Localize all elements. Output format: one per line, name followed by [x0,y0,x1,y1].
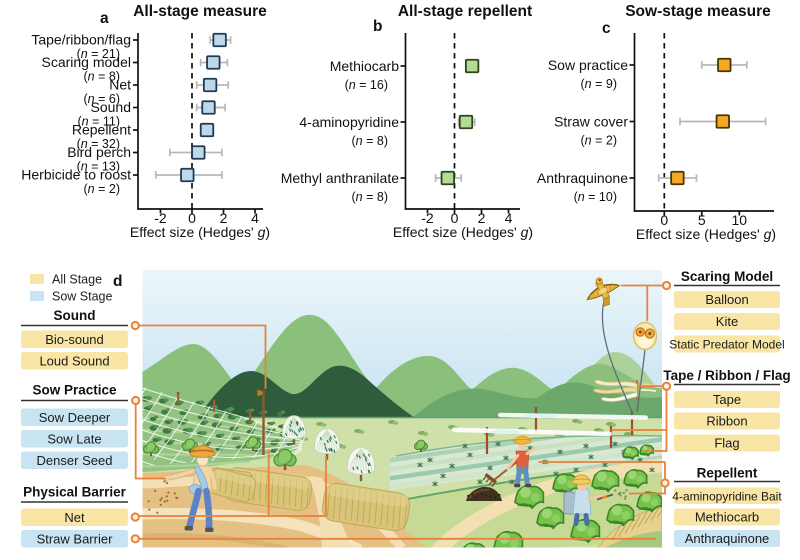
svg-text:Sound: Sound [91,99,131,115]
svg-text:Effect size (Hedges' g): Effect size (Hedges' g) [130,224,270,240]
svg-text:-2: -2 [421,210,434,226]
svg-text:Physical Barrier: Physical Barrier [23,485,127,500]
svg-text:Straw Barrier: Straw Barrier [37,531,114,546]
svg-text:Net: Net [109,77,131,93]
svg-text:Bio-sound: Bio-sound [45,332,104,347]
svg-text:10: 10 [732,212,748,228]
svg-text:(n = 2): (n = 2) [581,134,618,148]
svg-text:Flag: Flag [714,436,739,451]
svg-text:(n = 8): (n = 8) [84,70,121,84]
svg-text:Scaring model: Scaring model [42,54,132,70]
svg-text:0: 0 [188,210,196,226]
svg-text:(n = 13): (n = 13) [77,160,120,174]
svg-text:Scaring Model: Scaring Model [681,269,773,284]
svg-text:Sow Deeper: Sow Deeper [39,410,111,425]
svg-text:(n = 16): (n = 16) [345,78,388,92]
svg-text:Sow Practice: Sow Practice [32,383,117,398]
svg-text:4: 4 [505,210,513,226]
svg-text:0: 0 [451,210,459,226]
svg-text:Methiocarb: Methiocarb [330,58,399,74]
svg-text:Straw cover: Straw cover [554,114,628,130]
svg-text:All-stage repellent: All-stage repellent [398,3,532,20]
svg-text:4: 4 [251,210,259,226]
svg-text:(n = 32): (n = 32) [77,137,120,151]
svg-text:Sow practice: Sow practice [548,57,628,73]
svg-text:All Stage: All Stage [52,273,102,287]
svg-text:Denser Seed: Denser Seed [37,453,113,468]
svg-text:(n = 8): (n = 8) [352,190,389,204]
svg-text:a: a [100,10,109,27]
svg-text:(n = 2): (n = 2) [84,182,121,196]
svg-text:Sound: Sound [54,308,96,323]
svg-text:Anthraquinone: Anthraquinone [685,531,770,546]
svg-text:Balloon: Balloon [705,292,748,307]
svg-text:Loud Sound: Loud Sound [39,353,109,368]
svg-text:All-stage measure: All-stage measure [133,3,267,20]
svg-text:(n = 9): (n = 9) [581,77,618,91]
svg-text:Repellent: Repellent [697,466,758,481]
svg-text:-2: -2 [154,210,167,226]
svg-text:Bird perch: Bird perch [67,144,131,160]
svg-text:(n = 21): (n = 21) [77,47,120,61]
svg-text:Tape / Ribbon / Flag: Tape / Ribbon / Flag [663,368,790,383]
svg-text:d: d [113,273,122,290]
svg-text:(n = 10): (n = 10) [574,190,617,204]
svg-text:Kite: Kite [716,314,738,329]
svg-text:5: 5 [698,212,706,228]
svg-text:Anthraquinone: Anthraquinone [537,170,628,186]
svg-text:2: 2 [478,210,486,226]
svg-text:4-aminopyridine Bait: 4-aminopyridine Bait [672,489,782,503]
svg-text:Sow Late: Sow Late [47,431,101,446]
svg-text:Herbicide to roost: Herbicide to roost [21,167,131,183]
svg-text:Sow-stage measure: Sow-stage measure [625,3,771,20]
svg-text:b: b [373,18,382,35]
svg-text:(n = 6): (n = 6) [84,92,121,106]
svg-text:Tape: Tape [713,392,741,407]
svg-text:(n = 8): (n = 8) [352,134,389,148]
svg-text:c: c [602,20,611,37]
svg-text:Repellent: Repellent [72,122,131,138]
svg-text:Methiocarb: Methiocarb [695,510,759,525]
svg-text:0: 0 [660,212,668,228]
svg-text:Effect size (Hedges' g): Effect size (Hedges' g) [393,224,533,240]
svg-text:Tape/ribbon/flag: Tape/ribbon/flag [31,32,131,48]
svg-text:Sow Stage: Sow Stage [52,290,113,304]
svg-text:Static Predator Model: Static Predator Model [669,338,784,352]
svg-text:Net: Net [64,510,85,525]
svg-text:Ribbon: Ribbon [706,414,747,429]
svg-text:2: 2 [220,210,228,226]
svg-text:Methyl anthranilate: Methyl anthranilate [281,170,400,186]
svg-text:4-aminopyridine: 4-aminopyridine [299,114,399,130]
svg-text:Effect size (Hedges' g): Effect size (Hedges' g) [636,226,776,242]
svg-text:(n = 11): (n = 11) [77,115,120,129]
